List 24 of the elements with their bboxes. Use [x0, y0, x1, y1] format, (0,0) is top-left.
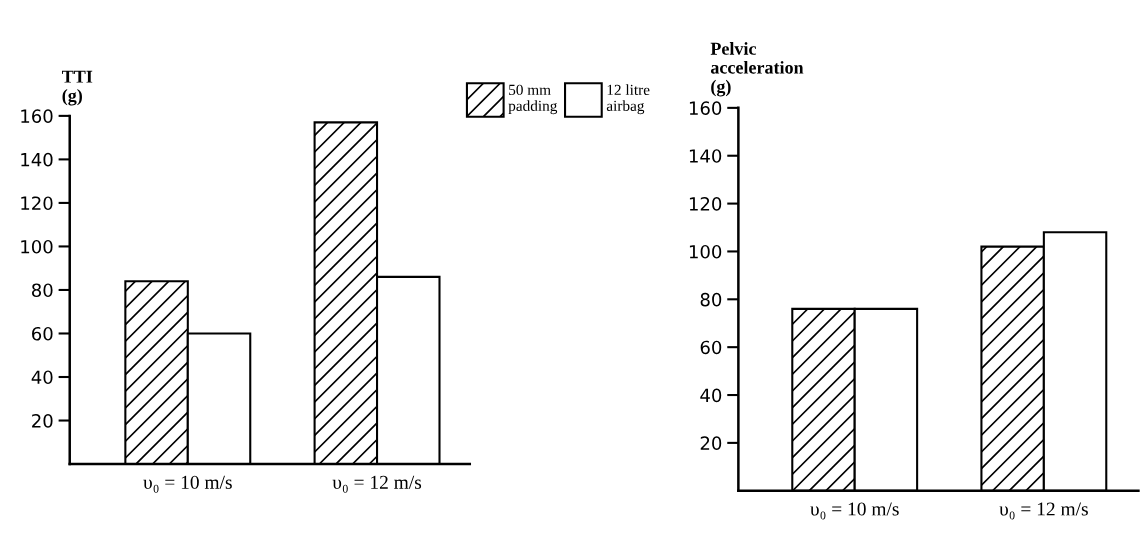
y-tick-label: 60 [700, 340, 722, 355]
y-tick-label: 100 [21, 239, 53, 254]
y-tick-label: 20 [700, 436, 722, 450]
y-tick-label: 60 [32, 326, 53, 341]
y-tick-label: 160 [689, 101, 722, 115]
y-axis-title: TTI (g) [62, 70, 93, 106]
y-tick-label: 40 [31, 370, 53, 385]
legend-label: 12 litre airbag [606, 84, 650, 115]
y-tick-label: 140 [689, 149, 722, 163]
y-tick-label: 120 [689, 197, 722, 211]
y-tick-label: 160 [21, 109, 53, 123]
y-tick-label: 120 [21, 196, 53, 211]
x-tick-label: υ₀ = 10 m/s [143, 475, 232, 493]
x-tick-label: υ₀ = 10 m/s [810, 502, 899, 520]
legend-label: 50 mm padding [508, 84, 558, 115]
x-tick-label: υ₀ = 12 m/s [332, 475, 422, 493]
y-tick-label: 40 [700, 388, 722, 403]
y-tick-label: 80 [700, 292, 722, 307]
y-tick-label: 100 [689, 244, 722, 259]
y-axis-title: Pelvic acceleration (g) [710, 42, 804, 97]
y-tick-label: 20 [32, 413, 53, 428]
x-tick-label: υ₀ = 12 m/s [999, 502, 1088, 520]
y-tick-label: 140 [21, 152, 53, 167]
y-tick-label: 80 [32, 283, 53, 298]
